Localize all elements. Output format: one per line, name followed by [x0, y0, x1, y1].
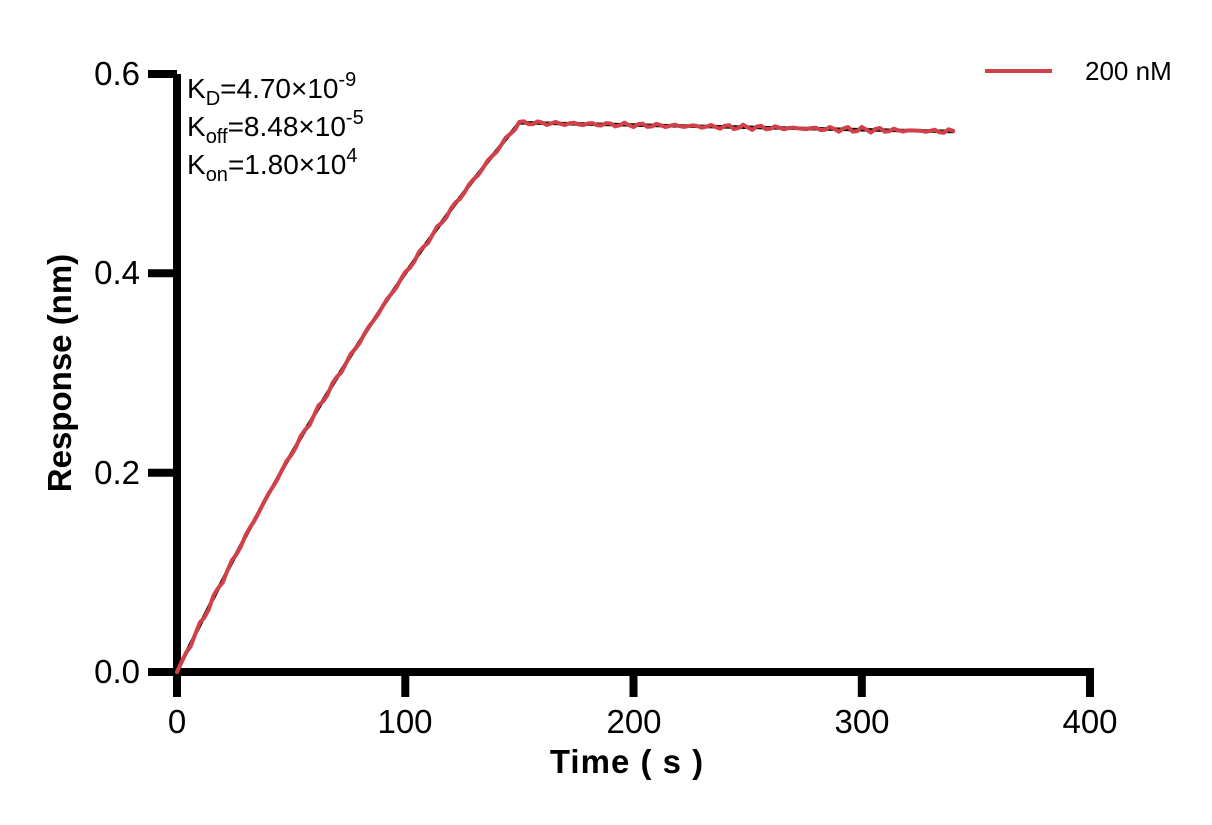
- x-axis-title: Time ( s ): [549, 743, 705, 780]
- y-tick-label-0.4: 0.4: [94, 254, 140, 291]
- y-axis-tick-marks: [148, 70, 177, 676]
- x-tick-label-200: 200: [606, 703, 662, 740]
- koff-value: Koff=8.48×10-5: [187, 107, 364, 148]
- legend: 200 nM: [985, 51, 1172, 91]
- response-trace-curve: [175, 119, 956, 674]
- legend-label: 200 nM: [1085, 55, 1172, 86]
- kinetics-annotation: KD=4.70×10-9 Koff=8.48×10-5 Kon=1.80×104: [187, 69, 364, 186]
- y-tick-label-0.0: 0.0: [94, 653, 140, 690]
- x-tick-label-300: 300: [834, 703, 890, 740]
- x-tick-label-100: 100: [377, 703, 433, 740]
- legend-line-swatch: [985, 69, 1052, 73]
- y-axis-title: Response (nm): [41, 253, 78, 493]
- x-axis-tick-marks: [173, 672, 1094, 697]
- x-tick-label-0: 0: [167, 703, 187, 740]
- kon-value: Kon=1.80×104: [187, 145, 358, 186]
- x-tick-label-400: 400: [1062, 703, 1118, 740]
- y-tick-label-0.2: 0.2: [94, 454, 140, 491]
- y-tick-label-0.6: 0.6: [94, 55, 140, 92]
- kinetic-fit-curve: [175, 120, 955, 674]
- kd-value: KD=4.70×10-9: [187, 69, 357, 110]
